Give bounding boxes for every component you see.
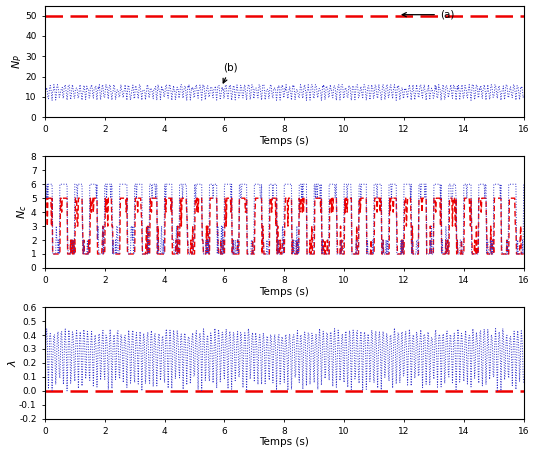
X-axis label: Temps (s): Temps (s)	[259, 136, 309, 146]
X-axis label: Temps (s): Temps (s)	[259, 287, 309, 297]
Y-axis label: $N_P$: $N_P$	[10, 54, 24, 69]
Y-axis label: $\lambda$: $\lambda$	[5, 359, 18, 367]
X-axis label: Temps (s): Temps (s)	[259, 438, 309, 448]
Text: (b): (b)	[223, 63, 238, 83]
Text: (a): (a)	[402, 10, 454, 19]
Y-axis label: $N_c$: $N_c$	[16, 205, 29, 219]
